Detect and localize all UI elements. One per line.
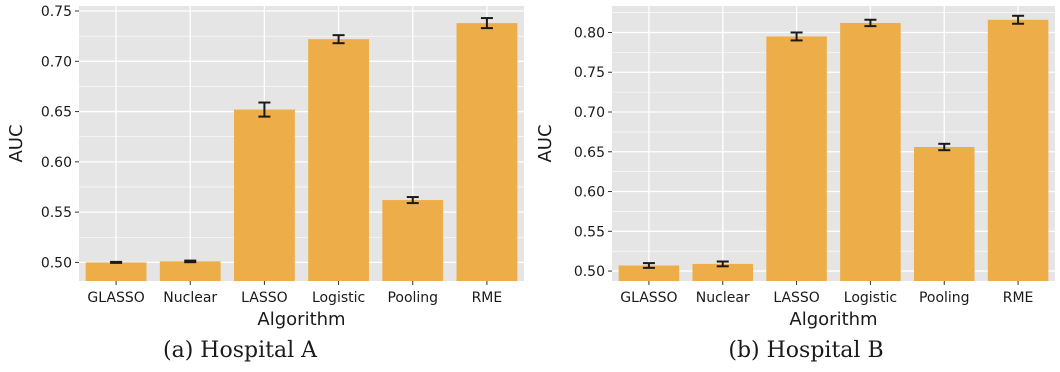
bar-glasso — [618, 265, 680, 281]
chart-panel-1: 0.50 0.55 0.60 0.65 0.70 0.75 GLASSO Nuclear LAS… — [6, 4, 524, 363]
y-tick-label: 0.80 — [574, 25, 605, 41]
y-tick-label: 0.50 — [574, 264, 605, 280]
y-axis-label: AUC — [6, 124, 27, 162]
x-tick-label: Pooling — [387, 290, 438, 306]
bar-lasso — [234, 109, 295, 281]
bar-pooling — [913, 146, 975, 281]
plot-background — [612, 6, 1055, 281]
plot-background — [79, 6, 524, 281]
x-tick-label: LASSO — [773, 290, 820, 306]
y-tick-label: 0.55 — [574, 224, 605, 240]
bar-logistic — [308, 39, 369, 282]
y-tick-label: 0.60 — [41, 155, 72, 171]
bar-rme — [987, 19, 1049, 281]
y-tick-label: 0.75 — [574, 65, 605, 81]
x-tick-label: GLASSO — [87, 290, 144, 306]
x-tick-label: Logistic — [844, 290, 897, 306]
y-tick-label: 0.65 — [41, 105, 72, 121]
x-tick-label: RME — [1003, 290, 1034, 306]
chart-panel-2: 0.50 0.55 0.60 0.65 0.70 0.75 0.80 GLASSO Nuclea… — [535, 6, 1055, 363]
bar-lasso — [766, 36, 827, 281]
y-tick-label: 0.75 — [41, 4, 72, 20]
y-tick-label: 0.70 — [574, 105, 605, 121]
bar-nuclear — [692, 263, 754, 281]
y-axis-label: AUC — [535, 124, 556, 162]
x-axis-label: Algorithm — [789, 309, 877, 330]
x-tick-label: LASSO — [241, 290, 288, 306]
bar-pooling — [382, 200, 444, 281]
x-axis-label: Algorithm — [257, 309, 345, 330]
bar-nuclear — [159, 261, 221, 281]
y-tick-label: 0.60 — [574, 185, 605, 201]
x-tick-label: Pooling — [919, 290, 970, 306]
x-tick-label: RME — [472, 290, 503, 306]
y-tick-label: 0.70 — [41, 54, 72, 70]
x-tick-label: Nuclear — [696, 290, 750, 306]
bar-glasso — [85, 262, 147, 281]
x-tick-label: Nuclear — [163, 290, 217, 306]
y-tick-label: 0.50 — [41, 255, 72, 271]
x-tick-label: GLASSO — [620, 290, 677, 306]
y-tick-label: 0.55 — [41, 205, 72, 221]
bar-rme — [456, 23, 518, 282]
bar-logistic — [840, 22, 901, 281]
y-tick-label: 0.65 — [574, 145, 605, 161]
chart-caption: (b) Hospital B — [728, 338, 883, 363]
chart-caption: (a) Hospital A — [163, 338, 318, 363]
x-tick-label: Logistic — [312, 290, 365, 306]
